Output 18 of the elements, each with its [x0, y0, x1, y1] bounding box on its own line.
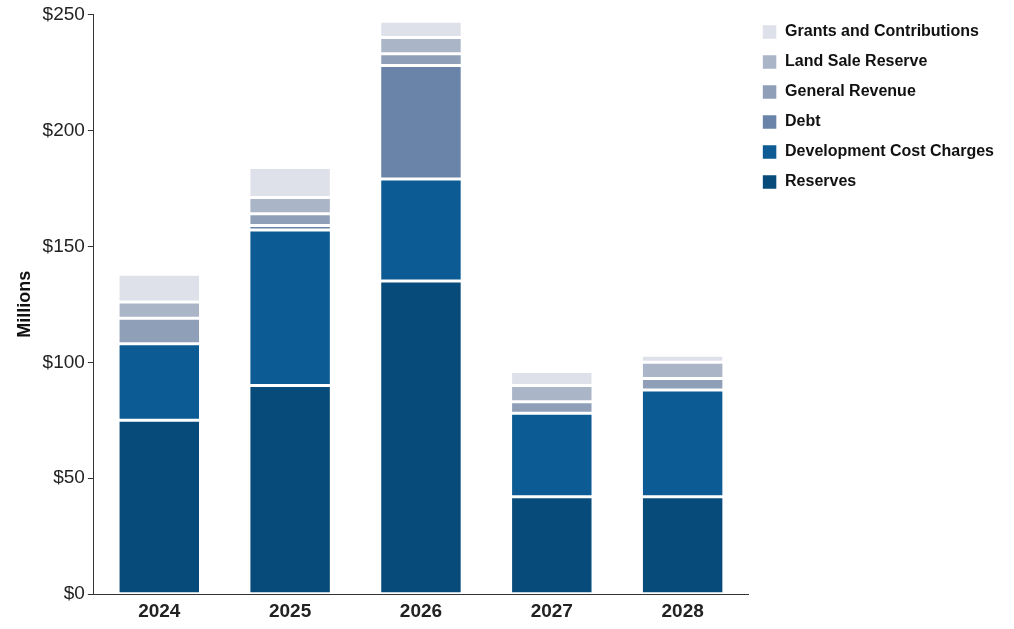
y-tick-label: $250: [42, 2, 85, 24]
y-tick-label: $50: [53, 466, 85, 488]
y-axis-title: Millions: [13, 270, 34, 338]
y-tick-label: $0: [63, 582, 85, 604]
x-tick-label: 2026: [399, 599, 443, 621]
x-tick-label: 2025: [268, 599, 312, 621]
legend-label: Reserves: [785, 172, 857, 190]
legend-label: Debt: [785, 112, 822, 130]
y-tick-label: $150: [42, 234, 85, 256]
x-tick-label: 2024: [138, 599, 181, 621]
legend-label: General Revenue: [785, 82, 916, 100]
legend-label: Grants and Contributions: [785, 22, 979, 40]
x-tick-label: 2028: [661, 599, 704, 621]
y-tick-label: $200: [42, 118, 85, 140]
y-tick-label: $100: [42, 350, 85, 372]
legend-label: Land Sale Reserve: [785, 52, 928, 70]
x-tick-label: 2027: [530, 599, 573, 621]
legend-label: Development Cost Charges: [785, 142, 995, 160]
